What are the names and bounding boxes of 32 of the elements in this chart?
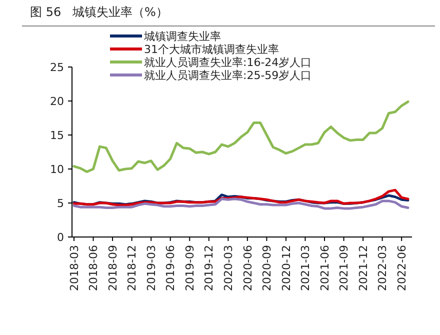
y-tick-label: 15: [50, 128, 64, 142]
x-tick-label: 2020-03: [222, 245, 236, 291]
line-series: [72, 100, 410, 173]
x-tick-label: 2018-03: [68, 245, 81, 291]
x-tick-label: 2020-09: [260, 245, 274, 291]
x-tick-label: 2021-03: [299, 245, 312, 291]
legend-label: 城镇调查失业率: [143, 30, 221, 43]
x-tick-label: 2022-03: [376, 245, 390, 291]
y-tick-label: 10: [50, 162, 64, 176]
x-tick-label: 2018-06: [87, 245, 100, 291]
x-tick-label: 2019-09: [183, 245, 196, 291]
x-tick-label: 2020-06: [241, 245, 254, 291]
x-tick-label: 2019-12: [202, 245, 216, 291]
x-tick-label: 2019-06: [164, 245, 178, 291]
y-tick-label: 5: [57, 196, 64, 210]
x-tick-label: 2021-12: [356, 245, 370, 291]
x-tick-label: 2018-12: [126, 245, 139, 291]
x-tick-label: 2020-12: [280, 245, 293, 291]
y-tick-label: 0: [57, 230, 64, 244]
line-series: [72, 188, 410, 206]
legend-label: 就业人员调查失业率:16-24岁人口: [144, 56, 312, 69]
legend-label: 31个大城市城镇调查失业率: [144, 42, 279, 56]
x-tick-label: 2021-06: [318, 245, 332, 291]
x-tick-label: 2022-06: [395, 245, 408, 291]
x-tick-label: 2021-09: [338, 245, 351, 291]
chart-title: 图 56 城镇失业率（%）: [30, 5, 168, 19]
x-tick-label: 2019-03: [144, 245, 158, 291]
y-tick-label: 25: [50, 60, 64, 74]
y-tick-label: 20: [50, 94, 64, 108]
line-series: [72, 198, 410, 210]
legend-label: 就业人员调查失业率:25-59岁人口: [144, 68, 312, 82]
x-tick-label: 2018-09: [106, 245, 120, 291]
